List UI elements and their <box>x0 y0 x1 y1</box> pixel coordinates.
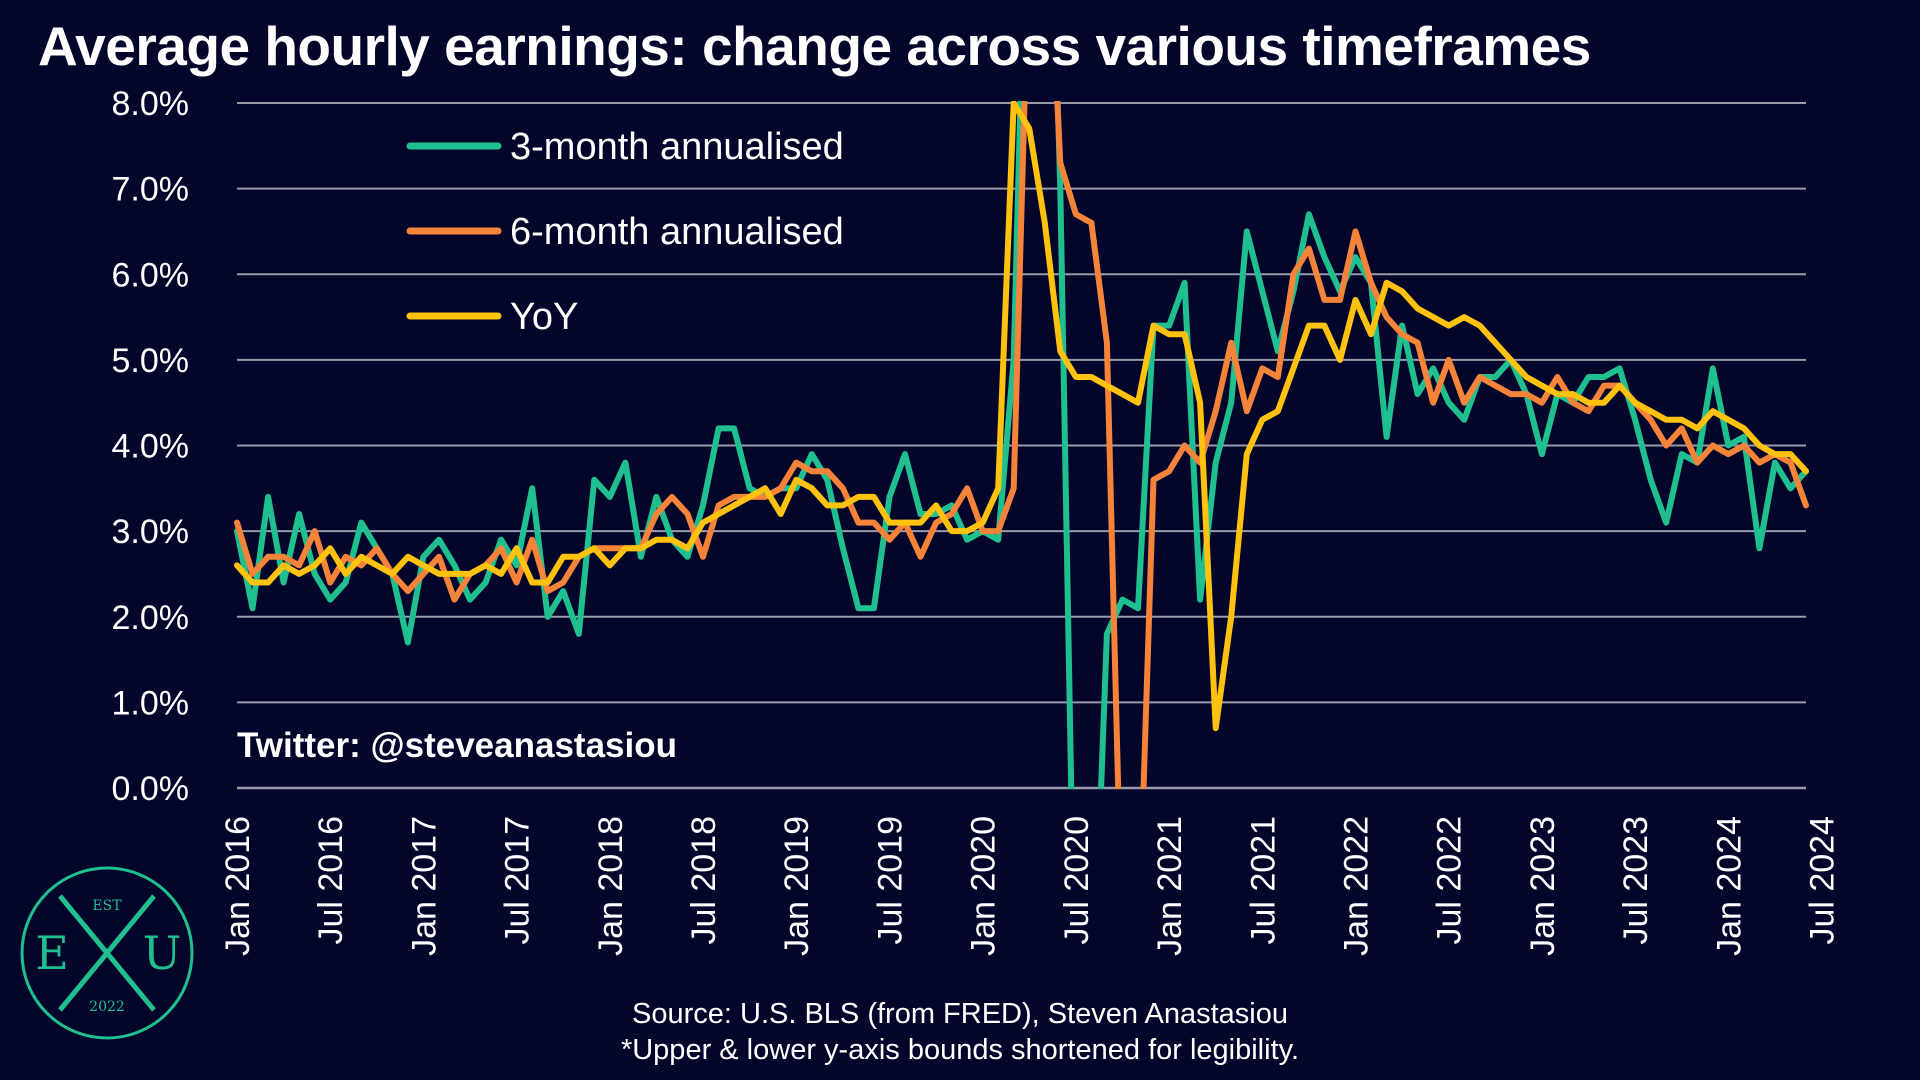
x-tick-label: Jul 2019 <box>871 816 909 945</box>
y-tick-label: 6.0% <box>112 256 190 294</box>
y-tick-label: 4.0% <box>112 428 190 466</box>
x-tick-label: Jan 2023 <box>1524 816 1562 956</box>
gridlines <box>237 102 1806 790</box>
x-tick-label: Jan 2020 <box>965 816 1003 956</box>
x-tick-label: Jul 2021 <box>1244 816 1282 945</box>
x-tick-label: Jul 2023 <box>1617 816 1655 945</box>
series-lines <box>234 101 1809 789</box>
y-tick-label: 2.0% <box>112 599 190 637</box>
x-tick-label: Jul 2018 <box>685 816 723 945</box>
y-tick-label: 0.0% <box>112 770 190 808</box>
twitter-watermark: Twitter: @steveanastasiou <box>237 726 677 765</box>
x-tick-label: Jan 2022 <box>1337 816 1375 956</box>
legend-label: 3-month annualised <box>510 126 844 168</box>
x-tick-label: Jan 2018 <box>592 816 630 956</box>
x-tick-label: Jan 2021 <box>1151 816 1189 956</box>
legend-label: YoY <box>510 296 578 338</box>
logo-top: EST <box>92 898 122 914</box>
x-tick-label: Jan 2019 <box>778 816 816 956</box>
x-tick-label: Jul 2022 <box>1431 816 1469 945</box>
series-line-yoy <box>234 101 1809 732</box>
y-tick-label: 1.0% <box>112 684 190 722</box>
series-line-6-month-annualised <box>234 101 1809 789</box>
x-tick-label: Jul 2020 <box>1058 816 1096 945</box>
y-tick-label: 7.0% <box>112 171 190 209</box>
y-axis-ticks: 0.0% 1.0% 2.0% 3.0% 4.0% 5.0% 6.0% 7.0% 8.0% <box>112 85 190 808</box>
x-axis-ticks: Jan 2016 Jul 2016 Jan 2017 Jul 2017 Jan 2018… <box>219 816 1842 956</box>
x-tick-label: Jan 2016 <box>219 816 257 956</box>
source-note: Source: U.S. BLS (from FRED), Steven Ana… <box>590 996 1330 1068</box>
x-tick-label: Jul 2017 <box>499 816 537 945</box>
x-tick-label: Jul 2016 <box>312 816 350 945</box>
logo-bottom: 2022 <box>89 999 125 1015</box>
x-tick-label: Jul 2024 <box>1804 816 1842 945</box>
logo-right: U <box>143 926 182 980</box>
y-tick-label: 8.0% <box>112 85 190 123</box>
y-tick-label: 3.0% <box>112 513 190 551</box>
source-line: Source: U.S. BLS (from FRED), Steven Ana… <box>632 998 1288 1030</box>
x-tick-label: Jan 2024 <box>1710 816 1748 956</box>
y-tick-label: 5.0% <box>112 342 190 380</box>
logo-left: E <box>35 926 69 980</box>
legend-label: 6-month annualised <box>510 211 844 253</box>
exu-logo-icon: EST E U 2022 <box>20 866 194 1040</box>
legend: 3-month annualised 6-month annualised YoY <box>406 126 844 338</box>
page-title: Average hourly earnings: change across v… <box>38 15 1591 77</box>
x-tick-label: Jan 2017 <box>405 816 443 956</box>
footnote-line: *Upper & lower y-axis bounds shortened f… <box>620 1034 1300 1066</box>
